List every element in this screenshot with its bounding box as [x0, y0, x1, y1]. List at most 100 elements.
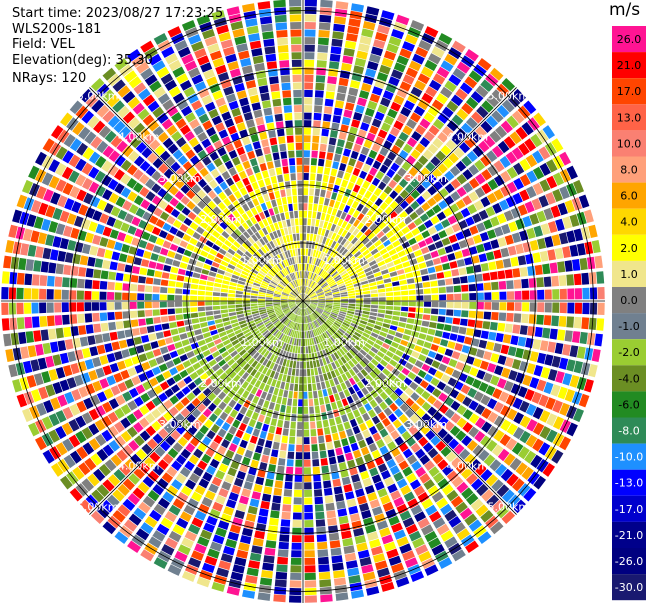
gate-cell	[175, 295, 182, 301]
gate-cell	[451, 369, 461, 379]
gate-cell	[78, 267, 87, 277]
gate-cell	[444, 536, 458, 549]
gate-cell	[212, 296, 220, 301]
gate-cell	[418, 333, 427, 340]
gate-cell	[322, 473, 331, 481]
gate-cell	[542, 263, 551, 275]
gate-cell	[436, 523, 450, 536]
gate-cell	[395, 349, 404, 357]
gate-cell	[369, 282, 377, 287]
gate-cell	[213, 314, 222, 320]
gate-cell	[92, 312, 100, 322]
gate-cell	[315, 266, 320, 274]
gate-cell	[303, 298, 310, 301]
gate-cell	[333, 352, 340, 360]
gate-cell	[418, 240, 427, 248]
gate-cell	[50, 249, 59, 261]
gate-cell	[243, 309, 251, 314]
gate-cell	[278, 205, 284, 214]
gate-cell	[182, 360, 192, 369]
gate-cell	[522, 241, 532, 253]
gate-cell	[337, 314, 345, 320]
gate-cell	[271, 91, 281, 100]
gate-cell	[475, 85, 489, 98]
gate-cell	[346, 560, 358, 569]
gate-cell	[245, 574, 258, 584]
gate-cell	[437, 112, 449, 124]
gate-cell	[343, 48, 355, 57]
gate-cell	[176, 320, 185, 327]
gate-cell	[385, 287, 393, 292]
gate-cell	[263, 486, 273, 495]
gate-cell	[122, 478, 135, 491]
gate-cell	[536, 277, 544, 288]
gate-cell	[436, 93, 449, 105]
gate-cell	[364, 107, 375, 117]
gate-cell	[405, 397, 415, 407]
gate-cell	[204, 336, 213, 344]
gate-cell	[375, 321, 383, 327]
gate-cell	[16, 287, 24, 300]
gate-cell	[383, 407, 393, 417]
gate-cell	[284, 351, 289, 359]
gate-cell	[557, 202, 568, 216]
gate-cell	[420, 347, 430, 356]
gate-cell	[291, 305, 297, 311]
gate-cell	[528, 314, 537, 324]
gate-cell	[594, 255, 603, 269]
gate-cell	[341, 220, 348, 229]
gate-cell	[201, 269, 210, 275]
gate-cell	[375, 560, 388, 571]
gate-cell	[192, 323, 201, 330]
gate-cell	[328, 175, 336, 184]
gate-cell	[271, 379, 277, 387]
gate-cell	[312, 360, 317, 368]
gate-cell	[207, 548, 220, 559]
gate-cell	[227, 346, 236, 354]
gate-cell	[333, 377, 340, 386]
gate-cell	[218, 331, 227, 338]
gate-cell	[445, 278, 453, 286]
gate-cell	[234, 365, 242, 374]
gate-cell	[448, 438, 459, 450]
gate-cell	[315, 181, 322, 189]
gate-cell	[383, 185, 393, 195]
gate-cell	[379, 248, 388, 256]
gate-cell	[304, 59, 315, 67]
gate-cell	[389, 402, 399, 412]
gate-cell	[550, 205, 561, 218]
gate-cell	[452, 277, 461, 285]
gate-cell	[242, 301, 250, 304]
gate-cell	[344, 188, 352, 197]
gate-cell	[117, 483, 130, 497]
gate-cell	[331, 232, 337, 240]
gate-cell	[260, 313, 268, 317]
gate-cell	[318, 22, 331, 31]
gate-cell	[338, 338, 346, 346]
gate-cell	[282, 496, 292, 505]
gate-cell	[358, 323, 366, 329]
gate-cell	[84, 359, 95, 370]
gate-cell	[288, 444, 295, 452]
gate-cell	[446, 309, 454, 316]
gate-cell	[559, 302, 567, 314]
gate-cell	[223, 321, 231, 327]
gate-cell	[253, 109, 263, 119]
gate-cell	[313, 481, 322, 490]
gate-cell	[311, 257, 315, 265]
gate-cell	[458, 267, 467, 276]
gate-cell	[331, 192, 338, 200]
gate-cell	[319, 14, 332, 23]
gate-cell	[431, 233, 441, 242]
gate-cell	[378, 301, 386, 305]
gate-cell	[169, 350, 179, 359]
gate-cell	[425, 384, 436, 394]
gate-cell	[198, 503, 210, 514]
gate-cell	[320, 334, 326, 341]
gate-cell	[309, 305, 316, 309]
gate-cell	[340, 326, 347, 332]
gate-cell	[247, 320, 255, 326]
gate-cell	[345, 282, 353, 287]
gate-cell	[375, 422, 385, 432]
gate-cell	[117, 504, 131, 517]
